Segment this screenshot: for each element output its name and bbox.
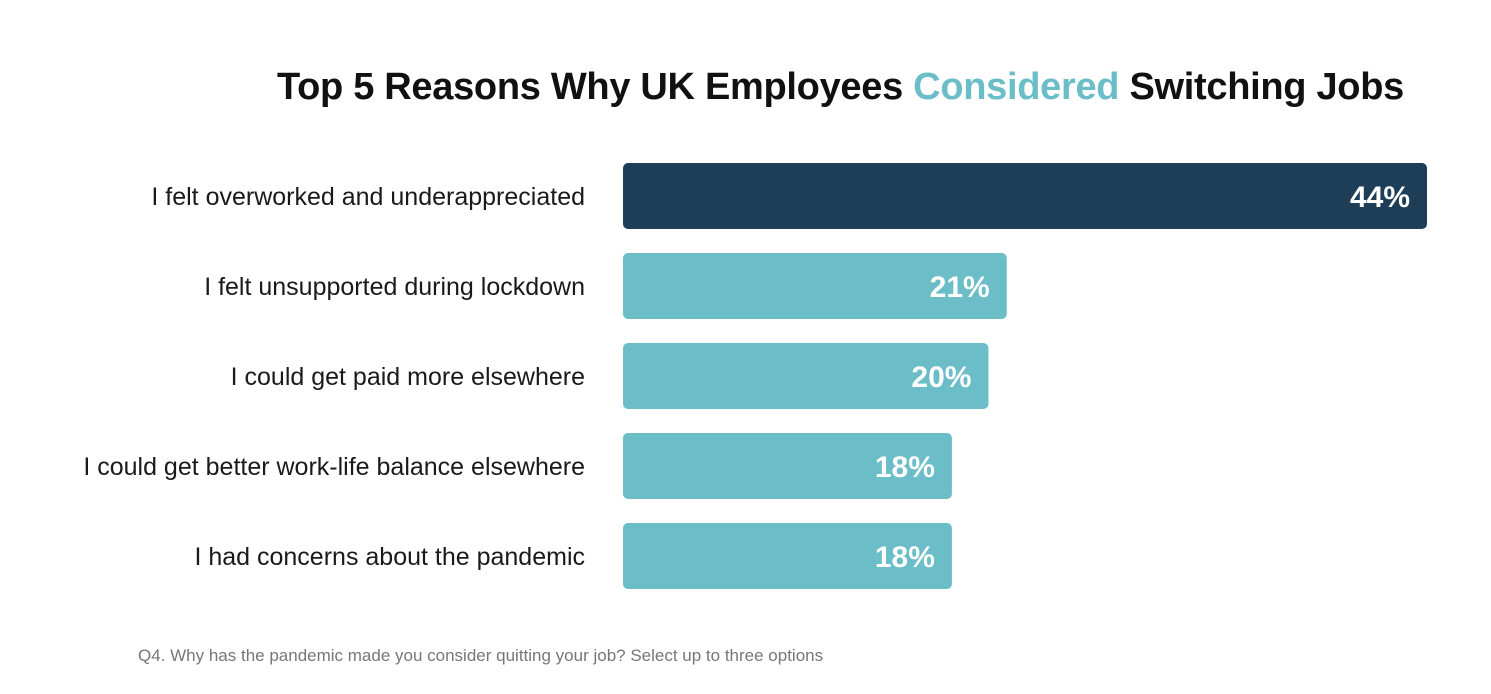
- category-label-4: I could get better work-life balance els…: [83, 453, 585, 481]
- footnote: Q4. Why has the pandemic made you consid…: [138, 646, 824, 665]
- bar-1: [623, 163, 1427, 229]
- category-label-1: I felt overworked and underappreciated: [151, 183, 585, 211]
- value-label-4: 18%: [875, 451, 935, 484]
- category-label-2: I felt unsupported during lockdown: [204, 273, 585, 301]
- title-part-1: Top 5 Reasons Why UK Employees: [277, 66, 914, 108]
- category-label-5: I had concerns about the pandemic: [194, 543, 585, 571]
- category-label-3: I could get paid more elsewhere: [231, 363, 585, 391]
- bar-3: [623, 343, 989, 409]
- bar-4: [623, 433, 952, 499]
- chart-title: Top 5 Reasons Why UK Employees Considere…: [0, 66, 1491, 109]
- value-label-1: 44%: [1350, 181, 1410, 214]
- title-highlight: Considered: [913, 66, 1120, 108]
- bar-5: [623, 523, 952, 589]
- value-label-5: 18%: [875, 541, 935, 574]
- bar-chart: I felt overworked and underappreciated 44…: [83, 163, 1427, 589]
- bar-2: [623, 253, 1007, 319]
- value-label-2: 21%: [930, 271, 990, 304]
- title-part-2: Switching Jobs: [1119, 66, 1404, 108]
- value-label-3: 20%: [911, 361, 971, 394]
